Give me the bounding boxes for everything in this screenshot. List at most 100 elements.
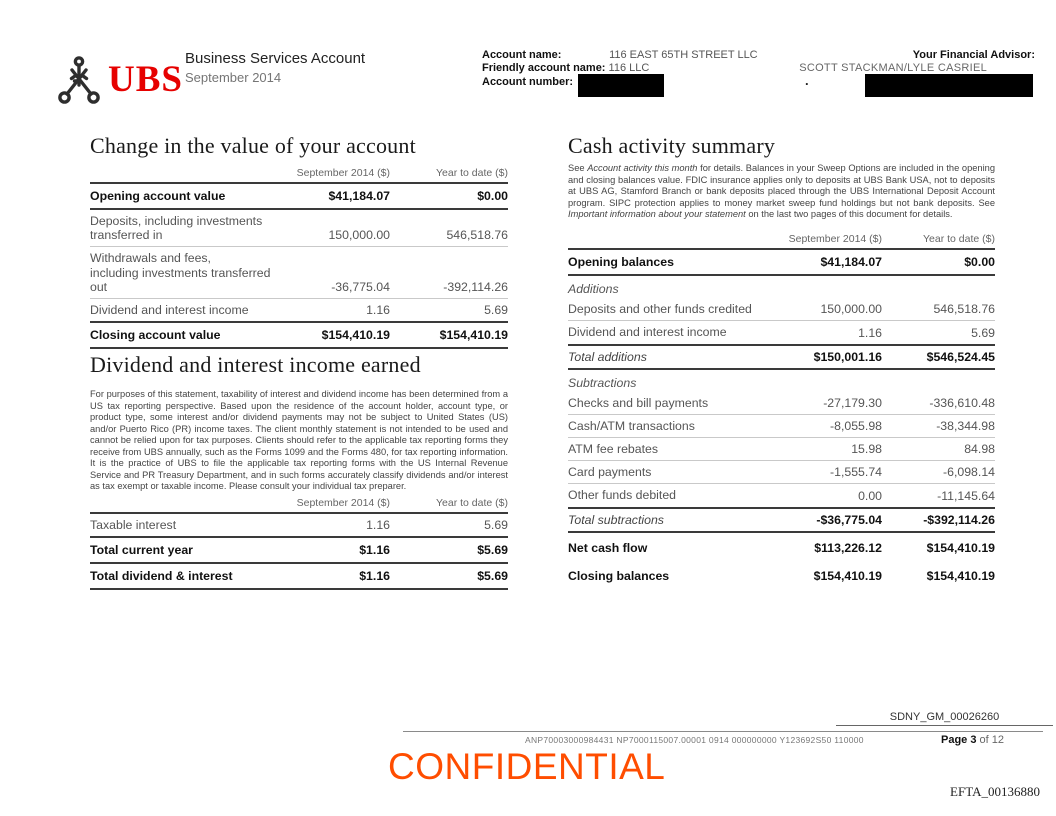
table-header-row: September 2014 ($) Year to date ($) — [90, 497, 508, 514]
statement-period: September 2014 — [185, 70, 282, 85]
row-value: 84.98 — [964, 442, 995, 457]
row-label: Withdrawals and fees, including investme… — [90, 251, 271, 294]
row-value: 150,000.00 — [820, 302, 882, 317]
confidential-stamp: CONFIDENTIAL — [388, 746, 666, 787]
table-row: Deposits and other funds credited 150,000… — [568, 298, 995, 322]
row-value: -$36,775.04 — [816, 512, 882, 527]
row-value: $41,184.07 — [820, 255, 882, 270]
intro-italic: Important information about your stateme… — [568, 209, 746, 220]
advisor-value: SCOTT STACKMAN/LYLE CASRIEL — [799, 62, 987, 74]
table-row: Card payments -1,555.74 -6,098.14 — [568, 461, 995, 485]
dividend-disclosure-paragraph: For purposes of this statement, taxabili… — [90, 389, 508, 492]
table-row: Subtractions — [568, 370, 995, 392]
row-value: -27,179.30 — [823, 395, 882, 410]
row-value: $0.00 — [477, 189, 508, 204]
footer-divider — [403, 731, 1043, 732]
row-label: Total dividend & interest — [90, 569, 233, 584]
row-value: $113,226.12 — [814, 540, 882, 555]
table-row: Additions — [568, 276, 995, 298]
page-number-suffix: of 12 — [979, 734, 1004, 746]
row-value: $154,410.19 — [439, 328, 508, 343]
row-value: $5.69 — [477, 569, 508, 584]
intro-text: See — [568, 163, 588, 173]
row-label: Closing balances — [568, 568, 670, 583]
row-label: Other funds debited — [568, 488, 677, 503]
row-value: 546,518.76 — [933, 302, 995, 317]
table-row: Checks and bill payments -27,179.30 -336,6… — [568, 392, 995, 415]
account-number-redaction — [578, 74, 664, 97]
row-label: Opening account value — [90, 189, 226, 203]
row-value: -38,344.98 — [936, 419, 995, 434]
row-label: Taxable interest — [90, 518, 177, 532]
row-label: Net cash flow — [568, 540, 648, 555]
table-row: Total current year $1.16 $5.69 — [90, 538, 508, 565]
advisor-redaction — [865, 74, 1033, 97]
row-label: Closing account value — [90, 327, 221, 342]
table-row: ATM fee rebates 15.98 84.98 — [568, 438, 995, 462]
table-header-row: September 2014 ($) Year to date ($) — [90, 167, 508, 184]
row-value: -392,114.26 — [443, 279, 508, 294]
row-value: $154,410.19 — [321, 328, 390, 343]
row-value: $154,410.19 — [926, 540, 995, 555]
column-header-ytd: Year to date ($) — [436, 167, 508, 179]
row-label: Total additions — [568, 349, 647, 364]
column-header-month: September 2014 ($) — [788, 233, 882, 245]
intro-italic: Account activity this month — [587, 163, 698, 173]
row-value: 5.69 — [484, 302, 508, 317]
document-control-code: ANP70003000984431 NP7000115007.00001 091… — [525, 735, 864, 745]
ubs-keys-logo-icon — [56, 55, 102, 105]
table-row: Withdrawals and fees, including investme… — [90, 247, 508, 299]
table-row: Dividend and interest income 1.16 5.69 — [90, 299, 508, 323]
row-value: -336,610.48 — [929, 395, 995, 410]
bates-number-top: SDNY_GM_00026260 — [836, 711, 1053, 726]
table-row: Taxable interest 1.16 5.69 — [90, 514, 508, 539]
column-header-ytd: Year to date ($) — [923, 233, 995, 245]
cash-summary-intro: See Account activity this month for deta… — [568, 163, 995, 221]
row-label: Card payments — [568, 465, 652, 480]
account-number-label: Account number: — [482, 76, 574, 88]
cash-summary-title: Cash activity summary — [568, 133, 776, 158]
table-row: Opening balances $41,184.07 $0.00 — [568, 250, 995, 277]
table-row: Net cash flow $113,226.12 $154,410.19 — [568, 533, 995, 561]
table-row: Total dividend & interest $1.16 $5.69 — [90, 564, 508, 591]
product-title: Business Services Account — [185, 50, 366, 67]
row-label: Total subtractions — [568, 512, 664, 527]
row-label: Dividend and interest income — [568, 325, 727, 340]
table-row: Total subtractions -$36,775.04 -$392,114.2… — [568, 509, 995, 533]
row-value: -6,098.14 — [943, 465, 995, 480]
row-value: $0.00 — [964, 255, 995, 270]
row-value: $150,001.16 — [813, 349, 882, 364]
row-value: 1.16 — [366, 302, 390, 317]
stray-dot: . — [805, 73, 809, 88]
row-value: $41,184.07 — [328, 189, 390, 204]
row-value: 150,000.00 — [328, 228, 390, 243]
table-row: Other funds debited 0.00 -11,145.64 — [568, 484, 995, 509]
row-value: $1.16 — [359, 543, 390, 558]
row-value: $1.16 — [359, 569, 390, 584]
row-value: -1,555.74 — [830, 465, 882, 480]
table-row: Cash/ATM transactions -8,055.98 -38,344.98 — [568, 415, 995, 439]
column-header-month: September 2014 ($) — [296, 497, 390, 509]
row-label: Dividend and interest income — [90, 302, 249, 317]
ubs-wordmark: UBS — [108, 59, 183, 100]
intro-text: for details. Balances in your Sweep Opti… — [568, 163, 996, 208]
column-header-month: September 2014 ($) — [296, 167, 390, 179]
row-value: 1.16 — [858, 325, 882, 340]
table-row: Opening account value $41,184.07 $0.00 — [90, 184, 508, 211]
table-row: Dividend and interest income 1.16 5.69 — [568, 321, 995, 346]
row-label: Deposits, including investments transfer… — [90, 214, 263, 243]
row-value: -36,775.04 — [331, 279, 390, 294]
dividend-title: Dividend and interest income earned — [90, 352, 421, 377]
table-row: Deposits, including investments transfer… — [90, 210, 508, 248]
row-value: -11,145.64 — [937, 488, 995, 503]
row-label: Additions — [568, 282, 619, 297]
table-header-row: September 2014 ($) Year to date ($) — [568, 233, 995, 250]
row-value: -$392,114.26 — [923, 512, 995, 527]
bates-number-bottom: EFTA_00136880 — [950, 784, 1040, 799]
row-label: Checks and bill payments — [568, 395, 709, 410]
change-value-title: Change in the value of your account — [90, 133, 416, 158]
row-value: -8,055.98 — [830, 419, 882, 434]
column-header-ytd: Year to date ($) — [436, 497, 508, 509]
row-label: Cash/ATM transactions — [568, 418, 695, 433]
